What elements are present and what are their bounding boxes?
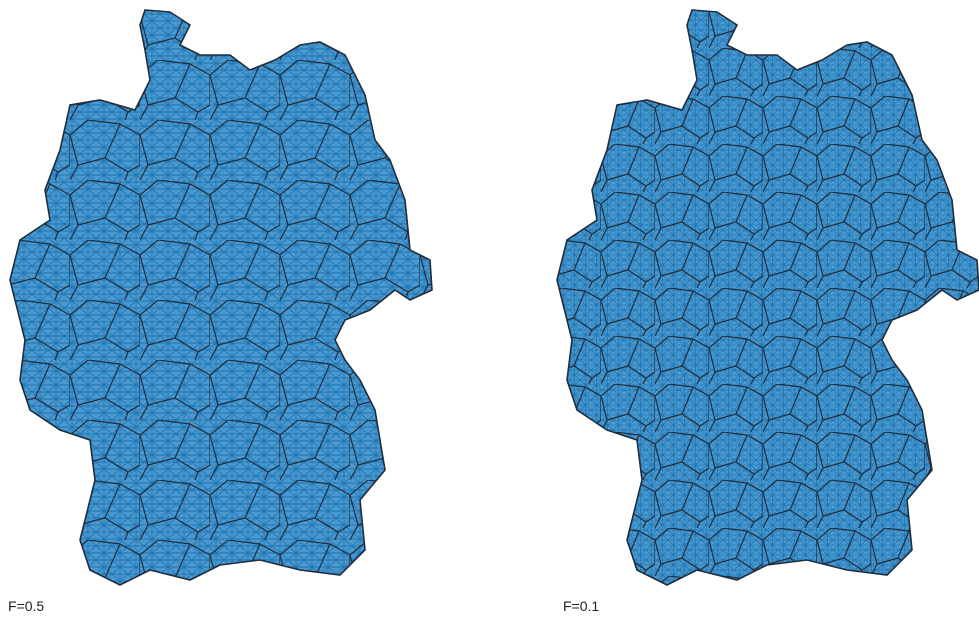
mesh: [547, 0, 979, 600]
panel-label: F=0.1: [563, 598, 599, 614]
figure: F=0.5 F=0.1: [0, 0, 979, 619]
map-panel: F=0.1: [547, 0, 979, 614]
panel-label: F=0.5: [8, 598, 44, 614]
map-panel: F=0.5: [0, 0, 450, 614]
